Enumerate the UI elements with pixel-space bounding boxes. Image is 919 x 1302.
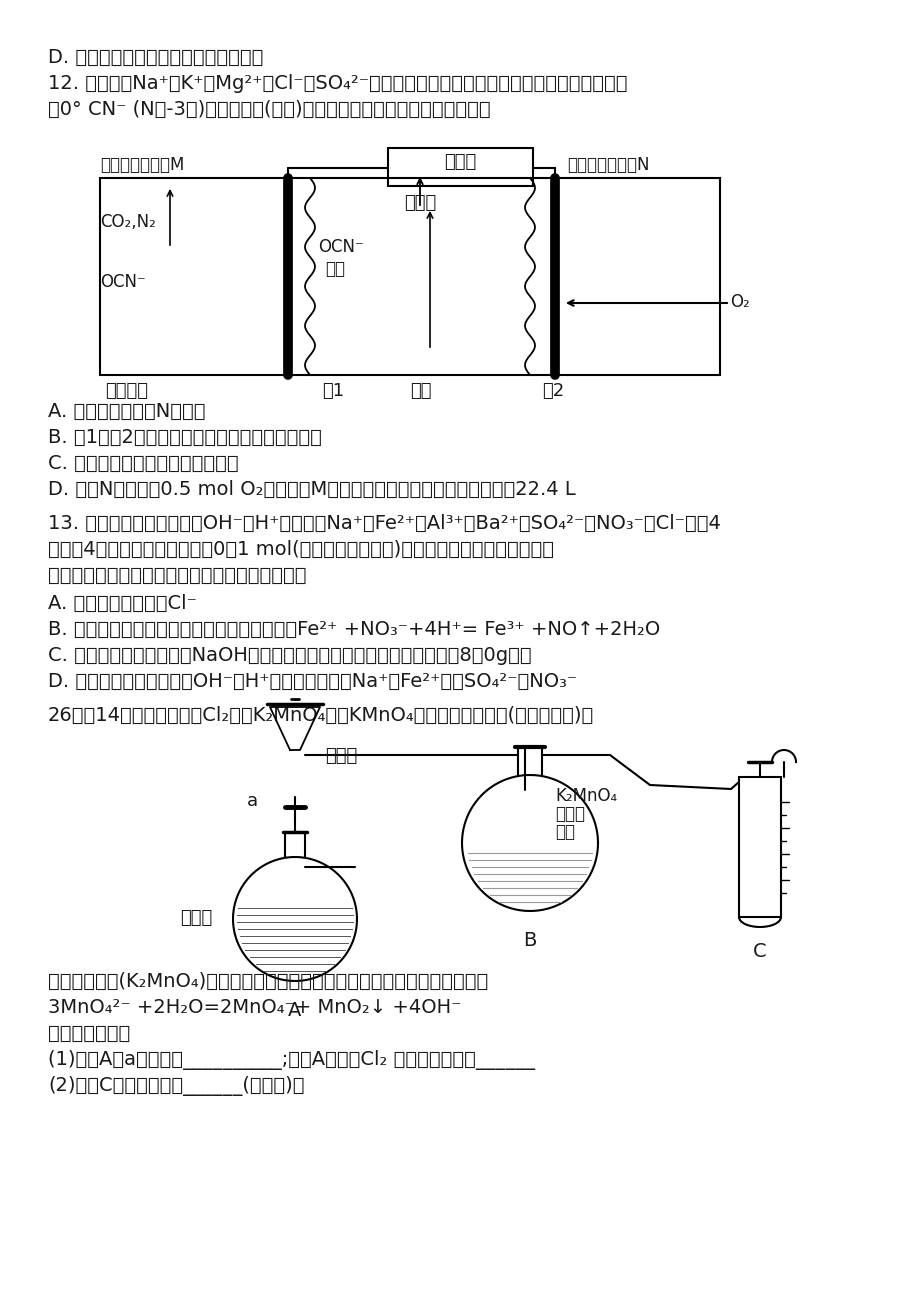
Text: 膜2: 膜2 [541,381,563,400]
Text: 12. 某废水含Na⁺、K⁺、Mg²⁺、Cl⁻和SO₄²⁻等离子。利用微生物电池进行废水脱盐，同时处理: 12. 某废水含Na⁺、K⁺、Mg²⁺、Cl⁻和SO₄²⁻等离子。利用微生物电池… [48,74,627,92]
Text: C. 若向该溶液中加入足量NaOH溶液，滤出沉淀，洗净后充分灼烧能得到8．0g固体: C. 若向该溶液中加入足量NaOH溶液，滤出沉淀，洗净后充分灼烧能得到8．0g固… [48,646,531,665]
Text: 26．（14分）某同学利用Cl₂氧化K₂MnO₄制备KMnO₄的装置如下图所示(夹持装置略)：: 26．（14分）某同学利用Cl₂氧化K₂MnO₄制备KMnO₄的装置如下图所示(… [48,706,594,725]
Text: B. 该溶液中加入少量的稀硫酸，离子方程式为Fe²⁺ +NO₃⁻+4H⁺= Fe³⁺ +NO↑+2H₂O: B. 该溶液中加入少量的稀硫酸，离子方程式为Fe²⁺ +NO₃⁻+4H⁺= Fe… [48,620,660,639]
Text: 用电器: 用电器 [443,154,476,171]
Text: B: B [523,931,536,950]
Text: 溶液: 溶液 [554,823,574,841]
Text: OCN⁻: OCN⁻ [100,273,145,292]
Bar [100,178,720,375]
Bar [738,777,780,917]
Text: a: a [246,792,258,810]
Text: 漂白粉: 漂白粉 [180,909,212,927]
Text: 有机废水: 有机废水 [105,381,148,400]
Text: A. 好氧微生物电极N为负极: A. 好氧微生物电极N为负极 [48,402,205,421]
Text: O₂: O₂ [729,293,749,311]
Text: A: A [288,1001,301,1019]
Text: 浓盐酸: 浓盐酸 [324,747,357,766]
Bar [388,148,532,186]
Polygon shape [269,707,320,750]
Text: 膜1: 膜1 [322,381,344,400]
Text: 回答下列问题：: 回答下列问题： [48,1023,130,1043]
Text: 废水: 废水 [324,260,345,279]
Text: D. 电极N上每消耗0.5 mol O₂时，电极M上可以产生标准状况的气体的体积为22.4 L: D. 电极N上每消耗0.5 mol O₂时，电极M上可以产生标准状况的气体的体积… [48,480,575,499]
Text: D. 对伞化烃能发生加成反应和取代反应: D. 对伞化烃能发生加成反应和取代反应 [48,48,263,66]
Text: C: C [753,943,766,961]
Text: 厌氧微生物电极M: 厌氧微生物电极M [100,156,184,174]
Text: 3MnO₄²⁻ +2H₂O=2MnO₄⁻+ MnO₂↓ +4OH⁻: 3MnO₄²⁻ +2H₂O=2MnO₄⁻+ MnO₂↓ +4OH⁻ [48,999,460,1017]
Text: 13. 某溶液中除水电离出的OH⁻、H⁺之外，含Na⁺、Fe²⁺、Al³⁺、Ba²⁺、SO₄²⁻、NO₃⁻、Cl⁻中的4: 13. 某溶液中除水电离出的OH⁻、H⁺之外，含Na⁺、Fe²⁺、Al³⁺、Ba… [48,514,720,533]
Text: (1)装置A中a的作用是__________;装置A中制备Cl₂ 的化学方程式为______: (1)装置A中a的作用是__________;装置A中制备Cl₂ 的化学方程式为… [48,1049,535,1070]
Polygon shape [233,857,357,980]
Text: 已知：锰酸钾(K₂MnO₄)在依强碱溶液中可稳定存在，碱性减弱时易发生反应：: 已知：锰酸钾(K₂MnO₄)在依强碱溶液中可稳定存在，碱性减弱时易发生反应： [48,973,488,991]
Polygon shape [461,775,597,911]
Text: (2)装置C中可选用试剂______(填标号)。: (2)装置C中可选用试剂______(填标号)。 [48,1075,304,1096]
Text: B. 膜1、膜2依次为阳离子交换膜、阴离子交换膜: B. 膜1、膜2依次为阳离子交换膜、阴离子交换膜 [48,428,322,447]
Text: C. 该微生物电池可以在高温下进行: C. 该微生物电池可以在高温下进行 [48,454,238,473]
Text: 浓强碱: 浓强碱 [554,805,584,823]
Text: D. 该溶液中除水电离出的OH⁻、H⁺之外所含离子是Na⁺、Fe²⁺、、SO₄²⁻、NO₃⁻: D. 该溶液中除水电离出的OH⁻、H⁺之外所含离子是Na⁺、Fe²⁺、、SO₄²… [48,672,576,691]
Text: 酸，无沉淀生成但有气泡产生。下列说法错误的是: 酸，无沉淀生成但有气泡产生。下列说法错误的是 [48,566,306,585]
Text: K₂MnO₄: K₂MnO₄ [554,786,617,805]
Text: A. 该溶液中肯定没有Cl⁻: A. 该溶液中肯定没有Cl⁻ [48,594,197,613]
Text: 含0° CN⁻ (N为-3价)的有机废水(酸性)，装置如图所示。下列说法正确的是: 含0° CN⁻ (N为-3价)的有机废水(酸性)，装置如图所示。下列说法正确的是 [48,100,490,118]
Text: 废水: 废水 [410,381,431,400]
Text: 好氧微生物电极N: 好氧微生物电极N [566,156,649,174]
Text: 合格水: 合格水 [403,194,436,212]
Text: 种，这4种离子的物质的量均为0．1 mol(不考虑离子的水解)。若向该溶液中加入少量稀硫: 种，这4种离子的物质的量均为0．1 mol(不考虑离子的水解)。若向该溶液中加入… [48,540,553,559]
Text: OCN⁻: OCN⁻ [318,238,363,256]
Text: CO₂,N₂: CO₂,N₂ [100,214,155,230]
